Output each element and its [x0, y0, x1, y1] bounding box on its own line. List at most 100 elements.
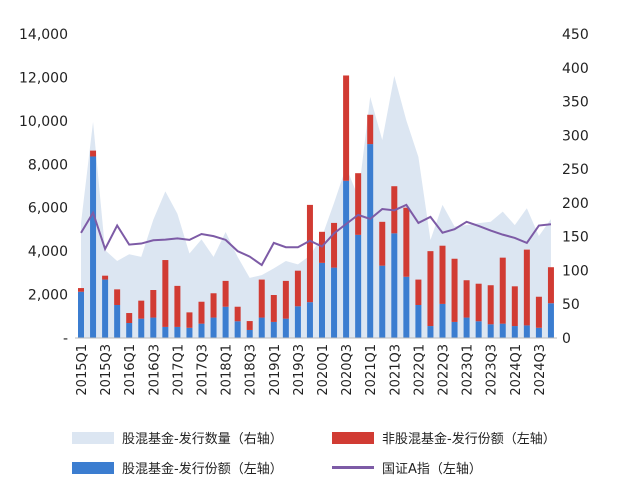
x-tick-label: 2021Q3: [388, 344, 403, 396]
x-tick-label: 2016Q3: [147, 344, 162, 396]
left-tick-label: 12,000: [19, 70, 68, 86]
bar-stock-fund-share: [78, 291, 84, 338]
bar-stock-fund-share: [294, 306, 301, 338]
bar-nonstock-fund-share: [547, 267, 554, 304]
bar-stock-fund-share: [150, 317, 157, 338]
bar-nonstock-fund-share: [198, 301, 205, 324]
legend-swatch: [72, 431, 114, 444]
plot-area: - 2,000 4,000 6,000 8,000 10,000 12,000 14,000 0…: [19, 27, 589, 396]
right-tick-label: 450: [562, 27, 589, 43]
x-tick-label: 2017Q3: [196, 344, 211, 396]
bar-stock-fund-share: [222, 306, 229, 338]
bar-stock-fund-share: [463, 317, 470, 338]
bar-stock-fund-share: [210, 317, 217, 338]
bar-nonstock-fund-share: [162, 260, 169, 327]
left-tick-label: 6,000: [28, 201, 68, 217]
bar-stock-fund-share: [282, 318, 289, 338]
legend-swatch: [332, 466, 374, 469]
right-tick-label: 250: [562, 162, 589, 178]
bar-stock-fund-share: [547, 303, 554, 338]
area-series-fund-count: [81, 75, 551, 338]
bar-stock-fund-share: [523, 325, 530, 338]
bar-nonstock-fund-share: [114, 289, 121, 305]
right-tick-label: 150: [562, 230, 589, 246]
bar-nonstock-fund-share: [343, 75, 350, 181]
bar-stock-fund-share: [367, 144, 374, 338]
right-tick-label: 400: [562, 61, 589, 77]
legend-label: 国证A指（左轴）: [382, 462, 482, 477]
left-tick-label: 8,000: [28, 157, 68, 173]
x-tick-label: 2024Q3: [533, 344, 548, 396]
bar-stock-fund-share: [391, 233, 398, 338]
legend-swatch: [332, 431, 374, 444]
bar-stock-fund-share: [511, 326, 518, 338]
bar-nonstock-fund-share: [499, 257, 506, 324]
x-tick-label: 2018Q1: [220, 344, 235, 396]
left-tick-label: 14,000: [19, 27, 68, 43]
bar-stock-fund-share: [343, 180, 350, 338]
x-tick-label: 2017Q1: [171, 344, 186, 396]
bar-stock-fund-share: [415, 304, 422, 338]
bar-stock-fund-share: [331, 267, 338, 338]
bar-nonstock-fund-share: [246, 321, 253, 330]
right-tick-label: 50: [562, 297, 580, 313]
bar-nonstock-fund-share: [403, 207, 410, 277]
bar-stock-fund-share: [306, 302, 313, 338]
bar-stock-fund-share: [258, 317, 265, 338]
x-tick-label: 2015Q1: [75, 344, 90, 396]
bar-stock-fund-share: [270, 321, 277, 338]
bar-stock-fund-share: [246, 329, 253, 338]
right-tick-label: 100: [562, 263, 589, 279]
bar-nonstock-fund-share: [475, 283, 482, 322]
bar-nonstock-fund-share: [535, 296, 542, 328]
bar-nonstock-fund-share: [174, 285, 181, 327]
bar-nonstock-fund-share: [102, 275, 109, 280]
x-tick-label: 2020Q3: [340, 344, 355, 396]
bar-nonstock-fund-share: [487, 285, 494, 325]
bar-stock-fund-share: [427, 326, 434, 338]
x-tick-label: 2021Q1: [364, 344, 379, 396]
bar-stock-fund-share: [126, 323, 133, 338]
bar-nonstock-fund-share: [463, 280, 470, 318]
left-tick-label: -: [63, 331, 68, 347]
legend-label: 股混基金-发行份额（左轴）: [122, 462, 283, 477]
line-index: [80, 203, 552, 267]
bar-nonstock-fund-share: [367, 114, 374, 145]
legend-item-nonstock: 非股混基金-发行份额（左轴）: [332, 428, 556, 447]
legend-swatch: [72, 461, 114, 474]
bar-stock-fund-share: [355, 234, 362, 338]
left-tick-label: 2,000: [28, 288, 68, 304]
bar-stock-fund-share: [162, 326, 169, 338]
bar-stock-fund-share: [379, 265, 386, 338]
bar-stock-fund-share: [186, 327, 193, 338]
bar-nonstock-fund-share: [331, 222, 338, 268]
right-tick-label: 0: [562, 331, 571, 347]
right-tick-label: 200: [562, 196, 589, 212]
x-tick-label: 2024Q1: [509, 344, 524, 396]
x-tick-label: 2023Q1: [461, 344, 476, 396]
bar-stock-fund-share: [138, 318, 145, 338]
bar-nonstock-fund-share: [90, 150, 97, 157]
x-tick-label: 2019Q1: [268, 344, 283, 396]
bar-nonstock-fund-share: [415, 279, 422, 305]
bar-nonstock-fund-share: [234, 306, 241, 322]
left-tick-label: 4,000: [28, 244, 68, 260]
bar-stock-fund-share: [102, 279, 109, 338]
x-tick-label: 2015Q3: [99, 344, 114, 396]
x-tick-label: 2022Q3: [437, 344, 452, 396]
right-tick-label: 300: [562, 128, 589, 144]
bar-nonstock-fund-share: [78, 288, 84, 292]
bar-stock-fund-share: [451, 321, 458, 338]
bar-stock-fund-share: [439, 303, 446, 338]
legend-item-area: 股混基金-发行数量（右轴）: [72, 428, 283, 447]
bar-stock-fund-share: [198, 323, 205, 338]
bar-nonstock-fund-share: [258, 279, 265, 318]
x-tick-label: 2016Q1: [123, 344, 138, 396]
bar-nonstock-fund-share: [427, 251, 434, 327]
bar-nonstock-fund-share: [355, 173, 362, 235]
bar-stock-fund-share: [319, 262, 325, 338]
bar-stock-fund-share: [535, 327, 542, 338]
x-tick-label: 2019Q3: [292, 344, 307, 396]
bar-stock-fund-share: [174, 326, 181, 338]
bar-nonstock-fund-share: [150, 290, 157, 318]
